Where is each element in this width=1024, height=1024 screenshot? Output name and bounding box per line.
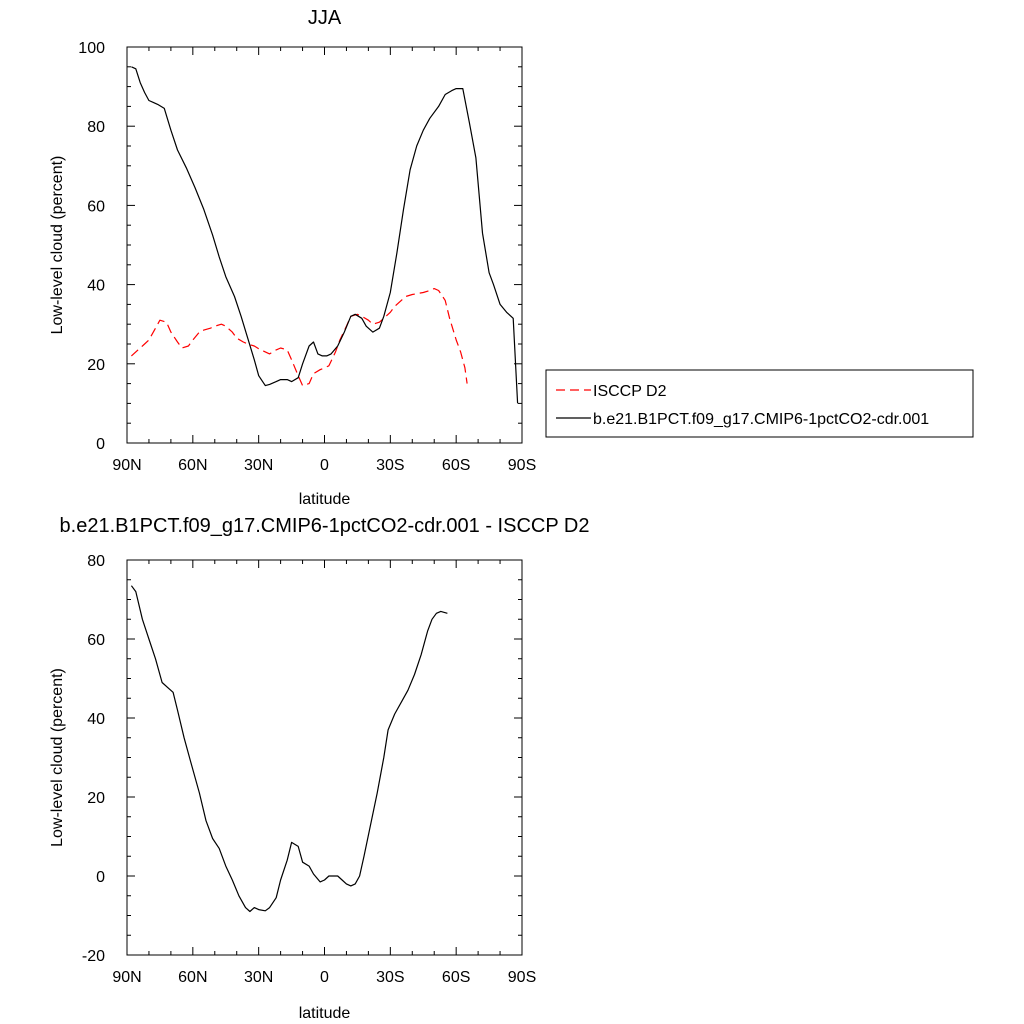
- x-axis-title: latitude: [299, 1005, 351, 1022]
- plot-frame: [126, 559, 523, 956]
- legend-box: [545, 369, 974, 438]
- x-tick-label: 90S: [508, 969, 536, 986]
- y-tick-label: -20: [82, 948, 105, 965]
- x-tick-label: 90N: [112, 457, 141, 474]
- x-tick-label: 60N: [178, 457, 207, 474]
- y-tick-label: 60: [87, 198, 105, 215]
- x-tick-label: 30S: [376, 969, 404, 986]
- x-tick-label: 60S: [442, 969, 470, 986]
- x-tick-label: 0: [320, 457, 329, 474]
- series-line-model: [131, 66, 519, 404]
- x-tick-label: 90N: [112, 969, 141, 986]
- y-tick-label: 80: [87, 553, 105, 570]
- x-tick-label: 60N: [178, 969, 207, 986]
- plot-frame: [126, 46, 523, 444]
- chart-jja: JJA 90N 60N 30N 0 30S 60S 90S 0 20 40 60 80 100 latitu…: [49, 7, 974, 508]
- chart-title: b.e21.B1PCT.f09_g17.CMIP6-1pctCO2-cdr.00…: [60, 515, 590, 537]
- series-line-model: [130, 585, 448, 913]
- legend-label: ISCCP D2: [593, 383, 667, 400]
- y-tick-label: 60: [87, 632, 105, 649]
- y-tick-label: 20: [87, 357, 105, 374]
- x-tick-label: 60S: [442, 457, 470, 474]
- x-tick-label: 30N: [244, 969, 273, 986]
- y-axis-title: Low-level cloud (percent): [49, 156, 66, 335]
- y-axis-title: Low-level cloud (percent): [49, 668, 66, 847]
- legend-label: b.e21.B1PCT.f09_g17.CMIP6-1pctCO2-cdr.00…: [593, 411, 929, 428]
- chart-title: JJA: [308, 7, 342, 29]
- x-tick-label: 90S: [508, 457, 536, 474]
- y-tick-label: 0: [96, 436, 105, 453]
- y-tick-label: 40: [87, 711, 105, 728]
- x-tick-label: 0: [320, 969, 329, 986]
- x-tick-label: 30S: [376, 457, 404, 474]
- y-tick-label: 20: [87, 790, 105, 807]
- x-tick-label: 30N: [244, 457, 273, 474]
- y-tick-label: 80: [87, 119, 105, 136]
- y-tick-label: 100: [78, 40, 105, 57]
- chart-difference: b.e21.B1PCT.f09_g17.CMIP6-1pctCO2-cdr.00…: [49, 515, 589, 1022]
- y-tick-label: 0: [96, 869, 105, 886]
- series-line-isccp: [130, 288, 468, 387]
- x-axis-title: latitude: [299, 491, 351, 508]
- y-tick-label: 40: [87, 278, 105, 295]
- legend: ISCCP D2 b.e21.B1PCT.f09_g17.CMIP6-1pctCO…: [545, 369, 974, 438]
